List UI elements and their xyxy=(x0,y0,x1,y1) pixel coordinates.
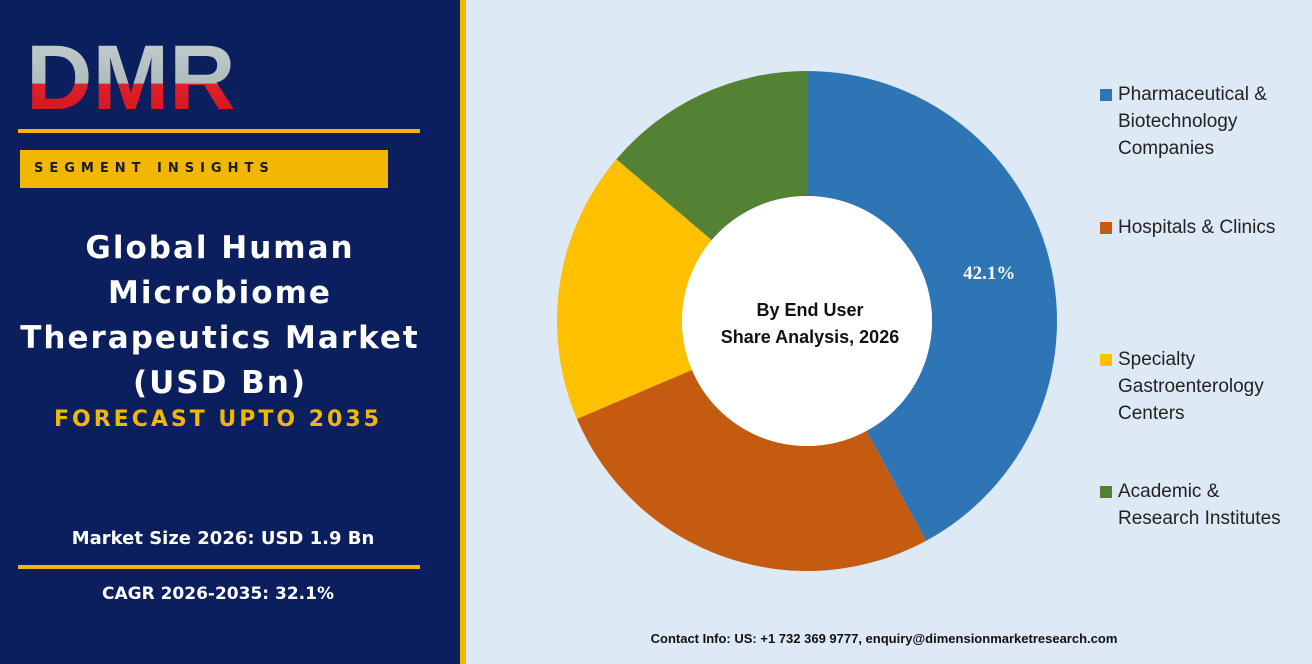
donut-segment xyxy=(807,71,1058,541)
center-text: Share Analysis, 2026 xyxy=(721,327,899,347)
left-panel: DMR xyxy=(0,0,460,664)
market-size: Market Size 2026: USD 1.9 Bn xyxy=(71,528,375,549)
value-label: 42.1% xyxy=(963,263,1015,284)
donut-segment xyxy=(556,159,712,419)
logo-text: DMR xyxy=(26,27,236,129)
legend-swatch xyxy=(1100,222,1112,234)
stripe xyxy=(460,0,466,664)
divider xyxy=(18,129,420,133)
legend-label: Academic & Research Institutes xyxy=(1118,481,1281,529)
contact: Contact Info: US: +1 732 369 9777, enqui… xyxy=(650,631,1118,646)
donut-segment xyxy=(576,369,927,571)
legend-swatch xyxy=(1100,486,1112,498)
donut-segment xyxy=(616,71,807,241)
badge: SEGMENT INSIGHTS xyxy=(20,150,388,188)
logo: DMR xyxy=(26,27,236,129)
legend-item: Hospitals & Clinics xyxy=(1100,214,1290,241)
divider xyxy=(18,565,420,569)
legend-label: Specialty Gastroenterology Centers xyxy=(1118,349,1264,424)
headline: Global Human Microbiome Therapeutics Mar… xyxy=(20,230,420,401)
center-text: By End User xyxy=(756,300,863,320)
donut-hole xyxy=(682,196,932,446)
legend-item: Pharmaceutical & Biotechnology Companies xyxy=(1100,81,1290,162)
legend-label: Pharmaceutical & Biotechnology Companies xyxy=(1118,84,1267,159)
forecast: FORECAST UPTO 2035 xyxy=(54,407,382,432)
legend-swatch xyxy=(1100,89,1112,101)
legend-swatch xyxy=(1100,354,1112,366)
cagr: CAGR 2026-2035: 32.1% xyxy=(102,584,334,604)
legend-label: Hospitals & Clinics xyxy=(1118,217,1276,238)
legend-item: Specialty Gastroenterology Centers xyxy=(1100,346,1290,427)
legend-item: Academic & Research Institutes xyxy=(1100,478,1290,532)
